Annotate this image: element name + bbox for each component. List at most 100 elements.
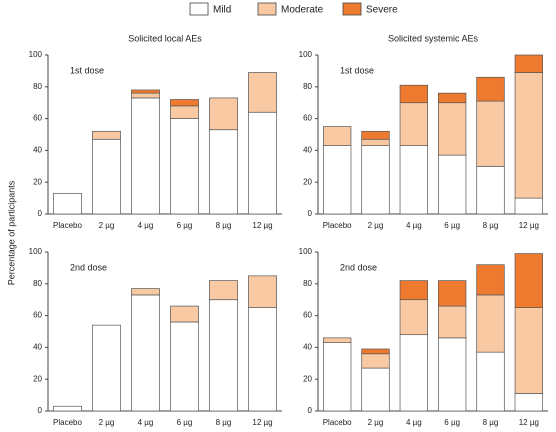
bar-segment xyxy=(131,288,160,296)
bar-segment xyxy=(476,351,505,412)
legend-label: Severe xyxy=(366,5,398,16)
bar-segment xyxy=(361,348,390,355)
x-tick-label: 8 µg xyxy=(216,418,232,427)
y-tick-label: 80 xyxy=(303,82,312,91)
bar-segment xyxy=(476,165,505,215)
legend-swatch xyxy=(257,2,277,16)
x-tick-label: 4 µg xyxy=(406,221,422,230)
bar-segment xyxy=(399,145,428,215)
bar-segment xyxy=(399,84,428,104)
bar-segment xyxy=(209,97,238,131)
y-tick-label: 100 xyxy=(29,50,43,59)
bar-segment xyxy=(131,294,160,412)
x-tick-label: 2 µg xyxy=(99,418,115,427)
bar-segment xyxy=(209,129,238,215)
legend-swatch xyxy=(189,2,209,16)
bar-segment xyxy=(209,299,238,412)
bar-segment xyxy=(438,154,467,215)
bar-segment xyxy=(476,264,505,296)
y-tick-label: 80 xyxy=(33,279,42,288)
panel-annotation: 2nd dose xyxy=(70,262,107,272)
x-tick-label: 4 µg xyxy=(406,418,422,427)
y-tick-label: 0 xyxy=(308,209,313,218)
bar-segment xyxy=(438,305,467,339)
x-tick-label: 4 µg xyxy=(138,418,154,427)
y-tick-label: 20 xyxy=(33,374,42,383)
x-tick-label: Placebo xyxy=(323,221,352,230)
bar-segment xyxy=(361,145,390,215)
panel-title: Solicited systemic AEs xyxy=(388,33,479,43)
y-tick-label: 0 xyxy=(38,406,43,415)
x-tick-label: 6 µg xyxy=(444,418,460,427)
x-tick-label: 8 µg xyxy=(483,221,499,230)
bar-segment xyxy=(476,76,505,102)
bar-segment xyxy=(438,92,467,104)
x-tick-label: 2 µg xyxy=(368,221,384,230)
bar-segment xyxy=(131,89,160,94)
bar-segment xyxy=(476,294,505,353)
y-tick-label: 20 xyxy=(303,177,312,186)
bar-segment xyxy=(361,353,390,369)
bar-segment xyxy=(438,280,467,307)
bar-segment xyxy=(514,197,543,215)
x-tick-label: 6 µg xyxy=(177,418,193,427)
bar-segment xyxy=(361,367,390,412)
x-tick-label: Placebo xyxy=(323,418,352,427)
bar-segment xyxy=(209,280,238,301)
bar-segment xyxy=(361,138,390,146)
y-tick-label: 80 xyxy=(33,82,42,91)
bar-segment xyxy=(170,105,199,119)
bar-segment xyxy=(323,337,352,343)
y-tick-label: 100 xyxy=(299,50,313,59)
bar-segment xyxy=(248,307,277,412)
bar-segment xyxy=(248,275,277,309)
bar-segment xyxy=(92,324,121,412)
bar-segment xyxy=(514,72,543,199)
y-tick-label: 100 xyxy=(299,247,313,256)
bar-segment xyxy=(170,305,199,323)
bar-segment xyxy=(476,100,505,167)
y-tick-label: 0 xyxy=(38,209,43,218)
y-tick-label: 40 xyxy=(33,146,42,155)
bar-segment xyxy=(514,393,543,412)
bar-segment xyxy=(399,280,428,301)
bar-segment xyxy=(323,342,352,412)
bar-segment xyxy=(514,307,543,394)
y-tick-label: 60 xyxy=(303,114,312,123)
bar-segment xyxy=(131,92,160,99)
y-tick-label: 40 xyxy=(33,343,42,352)
y-tick-label: 40 xyxy=(303,146,312,155)
bar-segment xyxy=(170,99,199,107)
x-tick-label: 8 µg xyxy=(483,418,499,427)
x-tick-label: 8 µg xyxy=(216,221,232,230)
bar-segment xyxy=(92,130,121,140)
bar-segment xyxy=(92,138,121,215)
x-tick-label: 4 µg xyxy=(138,221,154,230)
x-tick-label: 6 µg xyxy=(177,221,193,230)
bar-segment xyxy=(53,192,82,215)
x-tick-label: Placebo xyxy=(53,418,82,427)
bar-segment xyxy=(323,145,352,215)
y-tick-label: 0 xyxy=(308,406,313,415)
bar-segment xyxy=(399,102,428,146)
bar-segment xyxy=(323,126,352,146)
bar-segment xyxy=(170,118,199,215)
y-tick-label: 100 xyxy=(29,247,43,256)
y-tick-label: 20 xyxy=(303,374,312,383)
y-tick-label: 60 xyxy=(33,311,42,320)
y-tick-label: 20 xyxy=(33,177,42,186)
panel-title: Solicited local AEs xyxy=(128,33,202,43)
bar-segment xyxy=(514,54,543,73)
bar-segment xyxy=(248,72,277,113)
bar-segment xyxy=(248,111,277,215)
x-tick-label: 2 µg xyxy=(368,418,384,427)
x-tick-label: 12 µg xyxy=(252,418,272,427)
y-tick-label: 80 xyxy=(303,279,312,288)
panel-annotation: 2nd dose xyxy=(340,262,377,272)
y-tick-label: 60 xyxy=(33,114,42,123)
x-tick-label: 12 µg xyxy=(519,221,539,230)
bar-segment xyxy=(438,337,467,412)
x-tick-label: 12 µg xyxy=(519,418,539,427)
bar-segment xyxy=(361,130,390,140)
bar-segment xyxy=(131,97,160,215)
